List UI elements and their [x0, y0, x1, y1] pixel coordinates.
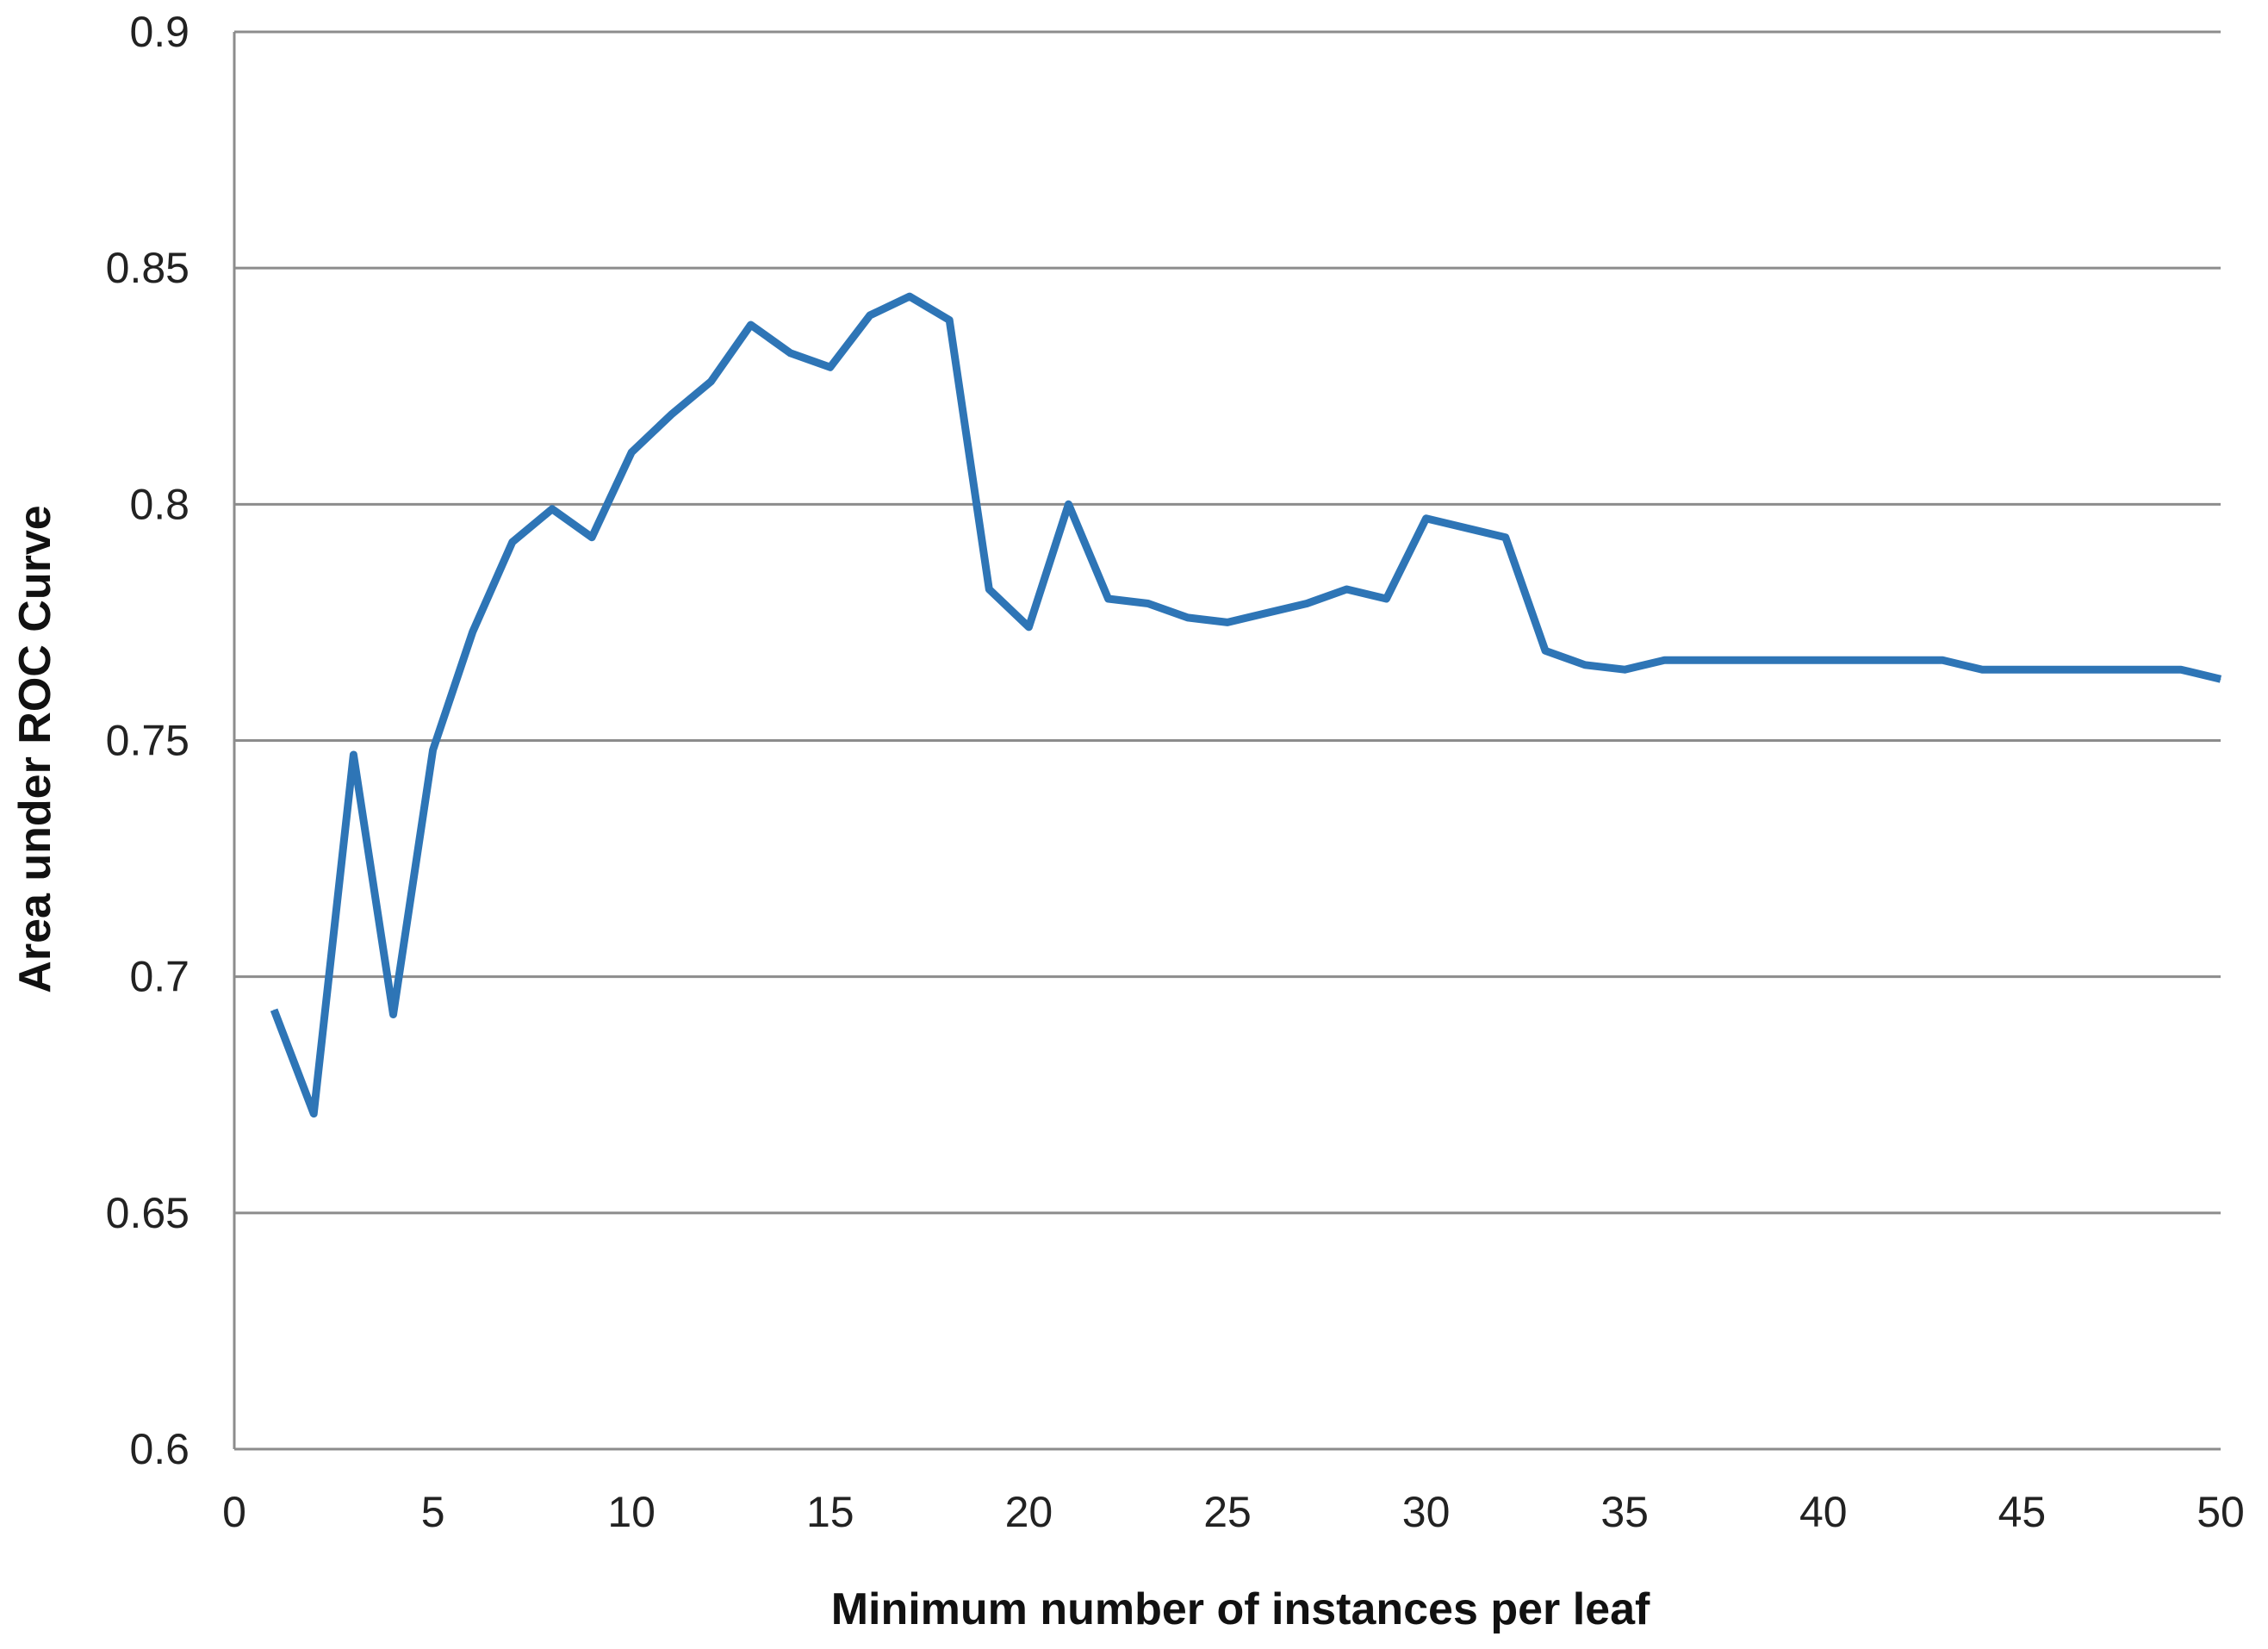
y-tick-label-2: 0.7: [129, 953, 190, 1001]
data-point-0-33: [1584, 664, 1586, 666]
data-point-0-6: [512, 541, 513, 543]
x-axis-ticks: 0 5 10 15 20 25 30 35 40 45 50: [222, 1488, 2245, 1536]
data-point-0-44: [2021, 669, 2023, 670]
y-tick-label-4: 0.8: [129, 480, 190, 528]
x-tick-label-9: 45: [1998, 1488, 2047, 1536]
data-point-0-36: [1703, 659, 1705, 661]
data-point-0-42: [1942, 659, 1943, 661]
data-point-0-24: [1227, 621, 1228, 623]
x-tick-label-8: 40: [1799, 1488, 1848, 1536]
data-point-0-41: [1902, 659, 1904, 661]
data-point-0-37: [1743, 659, 1745, 661]
data-point-0-43: [1981, 669, 1983, 670]
data-point-0-40: [1862, 659, 1864, 661]
data-point-0-2: [352, 754, 354, 756]
series-line-0: [270, 292, 2222, 1118]
data-point-0-23: [1187, 617, 1189, 619]
x-tick-label-6: 30: [1402, 1488, 1451, 1536]
data-point-0-32: [1544, 650, 1546, 651]
data-point-0-20: [1068, 503, 1069, 505]
data-point-0-39: [1823, 659, 1824, 661]
x-tick-label-0: 0: [222, 1488, 246, 1536]
data-point-0-19: [1028, 626, 1029, 628]
data-point-0-38: [1783, 659, 1785, 661]
data-point-0-9: [631, 451, 632, 453]
data-point-0-13: [790, 352, 792, 354]
data-point-0-48: [2180, 669, 2182, 670]
data-point-0-18: [988, 588, 990, 590]
data-point-0-10: [670, 414, 672, 415]
data-point-0-21: [1108, 598, 1109, 600]
y-tick-label-6: 0.9: [129, 8, 190, 56]
x-tick-label-7: 35: [1600, 1488, 1649, 1536]
series-group: [270, 292, 2222, 1118]
data-point-0-31: [1505, 537, 1507, 538]
data-point-0-35: [1663, 659, 1665, 661]
data-point-0-15: [869, 314, 871, 316]
data-point-0-22: [1147, 603, 1149, 604]
y-axis-title: Area under ROC Curve: [10, 505, 60, 993]
x-tick-label-5: 25: [1203, 1488, 1252, 1536]
x-tick-label-2: 10: [607, 1488, 656, 1536]
data-point-0-28: [1386, 598, 1387, 600]
y-tick-label-5: 0.85: [106, 244, 190, 292]
data-point-0-3: [393, 1014, 394, 1015]
data-point-0-27: [1345, 588, 1347, 590]
x-tick-label-10: 50: [2197, 1488, 2245, 1536]
data-point-0-30: [1465, 527, 1467, 529]
data-point-0-12: [750, 324, 752, 326]
data-point-0-45: [2061, 669, 2062, 670]
x-axis-title: Minimum number of instances per leaf: [831, 1584, 1650, 1634]
x-tick-label-4: 20: [1005, 1488, 1053, 1536]
data-point-0-7: [551, 508, 553, 510]
y-tick-label-0: 0.6: [129, 1425, 190, 1473]
x-tick-label-3: 15: [806, 1488, 854, 1536]
data-point-0-26: [1306, 603, 1308, 604]
gridlines: [234, 30, 2221, 1451]
data-point-0-8: [591, 537, 593, 538]
x-tick-label-1: 5: [421, 1488, 445, 1536]
y-tick-label-1: 0.65: [106, 1189, 190, 1237]
y-axis-ticks: 0.6 0.65 0.7 0.75 0.8 0.85 0.9: [106, 8, 190, 1473]
data-point-0-0: [273, 1009, 275, 1011]
data-point-0-46: [2101, 669, 2103, 670]
y-tick-label-3: 0.75: [106, 717, 190, 765]
